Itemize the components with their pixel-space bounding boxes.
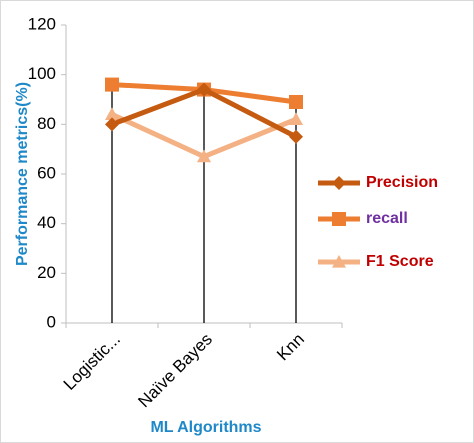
x-tick-label: Knn	[273, 330, 308, 365]
x-tick-label: Naïve Bayes	[134, 330, 216, 412]
y-axis-title: Performance metrics(%)	[14, 82, 31, 266]
data-point	[105, 107, 119, 120]
legend-label: F1 Score	[366, 253, 434, 270]
y-tick-label: 40	[37, 213, 56, 232]
series-layer	[105, 77, 303, 163]
legend: Precision recall F1 Score	[318, 174, 438, 270]
data-point	[197, 82, 211, 97]
legend-swatch-marker	[332, 212, 346, 226]
x-tick-label: Logistic...	[60, 330, 124, 394]
legend-label: recall	[366, 210, 408, 227]
data-point	[197, 149, 211, 163]
data-point	[289, 112, 303, 125]
y-tick-label: 100	[28, 64, 56, 83]
y-tick-label: 0	[47, 312, 56, 331]
y-tick-label: 80	[37, 114, 56, 133]
legend-item-precision: Precision	[318, 174, 438, 191]
data-point	[105, 117, 119, 132]
y-tick-label: 20	[37, 263, 56, 282]
x-axis-title: ML Algorithms	[150, 419, 261, 436]
legend-label: Precision	[366, 174, 438, 191]
legend-item-recall: recall	[318, 210, 408, 227]
series-f1-score	[105, 107, 303, 163]
y-tick-label: 120	[28, 14, 56, 33]
legend-swatch-marker	[332, 176, 346, 190]
axes	[61, 24, 343, 328]
data-point	[105, 77, 119, 92]
data-point	[289, 94, 303, 109]
series-precision	[105, 82, 303, 144]
legend-swatch-marker	[332, 255, 346, 268]
legend-item-f1-score: F1 Score	[318, 253, 434, 270]
tick-labels: 0 20 40 60 80 100 120 Logistic... Naïve Bayes Knn	[28, 14, 308, 411]
y-tick-label: 60	[37, 163, 56, 182]
data-point	[289, 129, 303, 144]
